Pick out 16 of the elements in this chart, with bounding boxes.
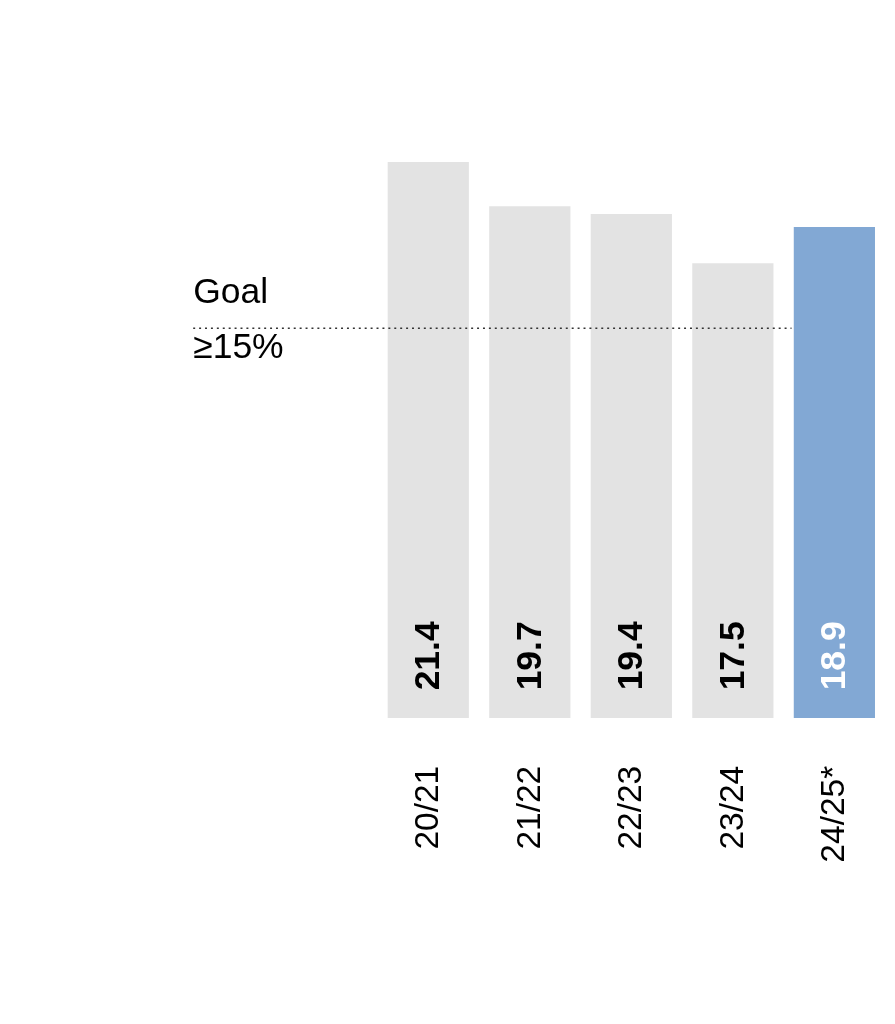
data-label: 18.9 [813,621,854,691]
x-tick-label: 23/24 [712,765,750,850]
bar [692,263,774,718]
x-tick-label: 21/22 [509,765,547,850]
data-label: 17.5 [711,621,752,691]
bar [489,206,571,718]
bar [590,213,672,718]
data-label: 21.4 [407,621,448,691]
data-label: 19.4 [610,621,651,691]
data-label: 19.7 [508,621,549,691]
x-tick-label: 20/21 [408,765,446,850]
bar [387,162,469,718]
x-tick-label: 24/25* [814,765,852,863]
ref-line-label: Goal ≥15% [193,270,284,366]
x-tick-label: 22/23 [611,765,649,850]
bar [793,226,875,718]
